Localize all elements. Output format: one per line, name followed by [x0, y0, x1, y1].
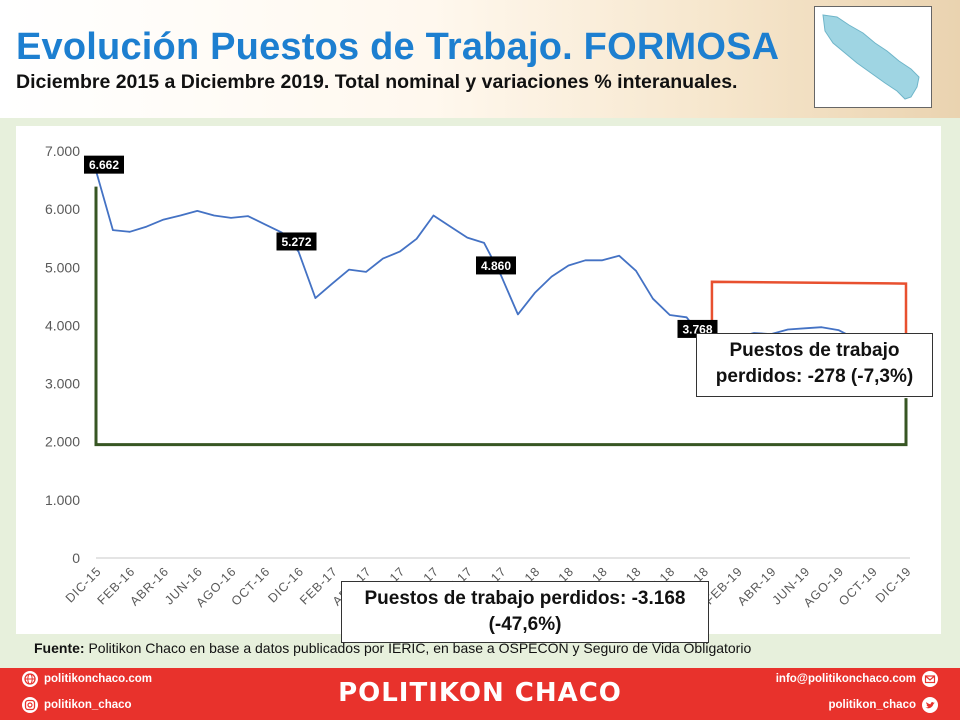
bracket-total [94, 186, 908, 447]
instagram-text: politikon_chaco [44, 699, 132, 711]
data-label: 4.860 [481, 259, 511, 273]
y-tick-label: 0 [72, 550, 80, 566]
header-banner: Evolución Puestos de Trabajo. FORMOSA Di… [0, 0, 960, 118]
instagram-icon [22, 697, 38, 713]
annotation-total-loss: Puestos de trabajo perdidos: -3.168 (-47… [341, 581, 709, 643]
website-text: politikonchaco.com [44, 673, 152, 685]
annotation-recent-loss: Puestos de trabajo perdidos: -278 (-7,3%… [696, 333, 933, 397]
twitter-text: politikon_chaco [828, 699, 916, 711]
footer-brand: POLITIKON CHACO [338, 678, 622, 708]
data-label: 5.272 [281, 235, 311, 249]
annotation-total-line2: (-47,6%) [488, 613, 562, 635]
mail-icon [922, 671, 938, 687]
formosa-map-icon [814, 6, 932, 108]
data-label-box [476, 256, 516, 275]
data-label-box [276, 232, 317, 251]
y-tick-label: 6.000 [45, 201, 80, 217]
twitter-link[interactable]: politikon_chaco [828, 697, 938, 713]
footer-bar: POLITIKON CHACO [0, 668, 960, 720]
source-note: Fuente: Politikon Chaco en base a datos … [34, 640, 751, 656]
website-link[interactable]: politikonchaco.com [22, 671, 152, 687]
y-tick-label: 5.000 [45, 259, 80, 275]
email-link[interactable]: info@politikonchaco.com [776, 671, 938, 687]
page-subtitle: Diciembre 2015 a Diciembre 2019. Total n… [16, 71, 738, 93]
annotation-recent-line2: perdidos: -278 (-7,3%) [715, 365, 914, 387]
data-label-box [84, 155, 124, 174]
annotation-total-line1: Puestos de trabajo perdidos: -3.168 [364, 588, 686, 609]
globe-icon [22, 671, 38, 687]
data-label: 3.768 [682, 322, 712, 336]
data-label: 6.662 [89, 158, 119, 172]
instagram-link[interactable]: politikon_chaco [22, 697, 132, 713]
y-tick-label: 7.000 [45, 143, 80, 159]
y-tick-label: 3.000 [45, 376, 80, 392]
bracket-recent [710, 280, 908, 335]
x-tick-label: DIC-19 [873, 564, 914, 605]
source-text: Politikon Chaco en base a datos publicad… [84, 640, 752, 656]
chart-panel: 0 1.000 2.000 3.000 4.000 5.000 6.000 7.000 DIC-… [16, 126, 941, 643]
email-text: info@politikonchaco.com [775, 673, 916, 685]
y-tick-label: 4.000 [45, 317, 80, 333]
annotation-recent-line1: Puestos de trabajo [729, 340, 900, 361]
page-title: Evolución Puestos de Trabajo. FORMOSA [16, 26, 780, 68]
twitter-icon [922, 697, 938, 713]
source-label: Fuente: [34, 640, 85, 656]
y-tick-label: 2.000 [45, 434, 80, 450]
y-tick-label: 1.000 [45, 492, 80, 508]
